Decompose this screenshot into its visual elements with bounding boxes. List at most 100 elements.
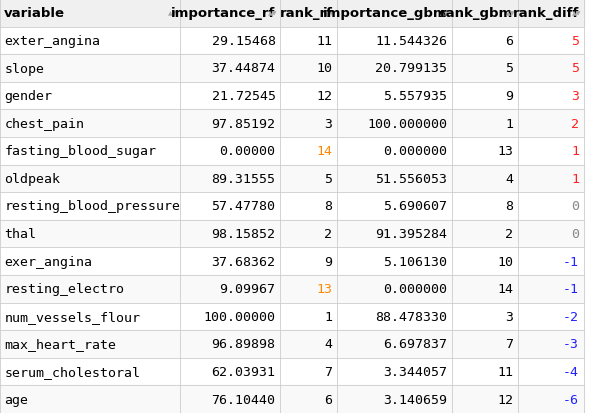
Text: slope: slope	[4, 62, 44, 75]
Text: 14: 14	[497, 282, 513, 296]
Text: 0.000000: 0.000000	[383, 282, 447, 296]
Text: 100.00000: 100.00000	[203, 310, 276, 323]
Text: 13: 13	[316, 282, 332, 296]
Text: 2: 2	[324, 228, 332, 240]
Text: ▲▼: ▲▼	[268, 11, 277, 16]
Text: 13: 13	[497, 145, 513, 158]
Text: 5: 5	[571, 35, 579, 48]
Text: 5.690607: 5.690607	[383, 200, 447, 213]
Text: -2: -2	[563, 310, 579, 323]
Text: 3: 3	[505, 310, 513, 323]
Bar	[0, 28, 584, 55]
Text: gender: gender	[4, 90, 53, 103]
Text: ▲▼: ▲▼	[571, 11, 581, 16]
Text: 5: 5	[324, 173, 332, 185]
Text: -4: -4	[563, 365, 579, 378]
Text: -1: -1	[563, 282, 579, 296]
Text: 1: 1	[324, 310, 332, 323]
Text: 9: 9	[505, 90, 513, 103]
Text: 62.03931: 62.03931	[211, 365, 276, 378]
Bar	[0, 110, 584, 138]
Text: thal: thal	[4, 228, 36, 240]
Bar	[0, 303, 584, 330]
Text: num_vessels_flour: num_vessels_flour	[4, 310, 141, 323]
Text: 2: 2	[505, 228, 513, 240]
Text: 12: 12	[316, 90, 332, 103]
Text: 88.478330: 88.478330	[375, 310, 447, 323]
Text: 1: 1	[571, 173, 579, 185]
Bar	[0, 165, 584, 193]
Text: 89.31555: 89.31555	[211, 173, 276, 185]
Text: 4: 4	[505, 173, 513, 185]
Text: rank_gbm: rank_gbm	[440, 7, 513, 20]
Text: 6.697837: 6.697837	[383, 338, 447, 351]
Text: 0.000000: 0.000000	[383, 145, 447, 158]
Text: 6: 6	[324, 393, 332, 406]
Text: -6: -6	[563, 393, 579, 406]
Text: 51.556053: 51.556053	[375, 173, 447, 185]
Text: 5.557935: 5.557935	[383, 90, 447, 103]
Text: -1: -1	[563, 255, 579, 268]
Text: exter_angina: exter_angina	[4, 35, 100, 48]
Bar	[0, 248, 584, 275]
Text: max_heart_rate: max_heart_rate	[4, 338, 116, 351]
Text: 11.544326: 11.544326	[375, 35, 447, 48]
Text: serum_cholestoral: serum_cholestoral	[4, 365, 141, 378]
Text: 8: 8	[324, 200, 332, 213]
Text: 5.106130: 5.106130	[383, 255, 447, 268]
Text: 10: 10	[316, 62, 332, 75]
Text: 11: 11	[316, 35, 332, 48]
Text: 0: 0	[571, 228, 579, 240]
Text: ▲▼: ▲▼	[505, 11, 515, 16]
Text: 6: 6	[505, 35, 513, 48]
Bar	[0, 138, 584, 165]
Text: 5: 5	[505, 62, 513, 75]
Text: fasting_blood_sugar: fasting_blood_sugar	[4, 145, 156, 158]
Text: ▲▼: ▲▼	[439, 11, 449, 16]
Bar	[0, 275, 584, 303]
Bar	[0, 0, 584, 28]
Text: 7: 7	[505, 338, 513, 351]
Bar	[0, 220, 584, 248]
Text: variable: variable	[4, 7, 65, 20]
Text: oldpeak: oldpeak	[4, 173, 60, 185]
Text: 21.72545: 21.72545	[211, 90, 276, 103]
Text: 57.47780: 57.47780	[211, 200, 276, 213]
Text: 76.10440: 76.10440	[211, 393, 276, 406]
Text: 1: 1	[505, 117, 513, 131]
Bar	[0, 83, 584, 110]
Bar	[0, 385, 584, 413]
Bar	[0, 330, 584, 358]
Text: 0.00000: 0.00000	[219, 145, 276, 158]
Text: 4: 4	[324, 338, 332, 351]
Text: 91.395284: 91.395284	[375, 228, 447, 240]
Text: 20.799135: 20.799135	[375, 62, 447, 75]
Bar	[0, 358, 584, 385]
Text: 10: 10	[497, 255, 513, 268]
Text: 3: 3	[571, 90, 579, 103]
Text: age: age	[4, 393, 28, 406]
Text: resting_blood_pressure: resting_blood_pressure	[4, 200, 180, 213]
Text: 3.140659: 3.140659	[383, 393, 447, 406]
Text: chest_pain: chest_pain	[4, 117, 84, 131]
Text: ▲▼: ▲▼	[324, 11, 334, 16]
Text: 1: 1	[571, 145, 579, 158]
Text: 3.344057: 3.344057	[383, 365, 447, 378]
Text: exer_angina: exer_angina	[4, 255, 92, 268]
Text: 2: 2	[571, 117, 579, 131]
Text: 3: 3	[324, 117, 332, 131]
Text: 37.68362: 37.68362	[211, 255, 276, 268]
Text: 100.000000: 100.000000	[367, 117, 447, 131]
Text: rank_diff: rank_diff	[513, 7, 579, 20]
Text: 98.15852: 98.15852	[211, 228, 276, 240]
Text: 37.44874: 37.44874	[211, 62, 276, 75]
Text: 11: 11	[497, 365, 513, 378]
Text: rank_rf: rank_rf	[279, 7, 332, 20]
Bar	[0, 193, 584, 220]
Text: 14: 14	[316, 145, 332, 158]
Text: resting_electro: resting_electro	[4, 282, 124, 296]
Text: 8: 8	[505, 200, 513, 213]
Text: ▲▼: ▲▼	[168, 11, 178, 16]
Text: importance_rf: importance_rf	[171, 7, 276, 20]
Text: importance_gbm: importance_gbm	[323, 7, 447, 20]
